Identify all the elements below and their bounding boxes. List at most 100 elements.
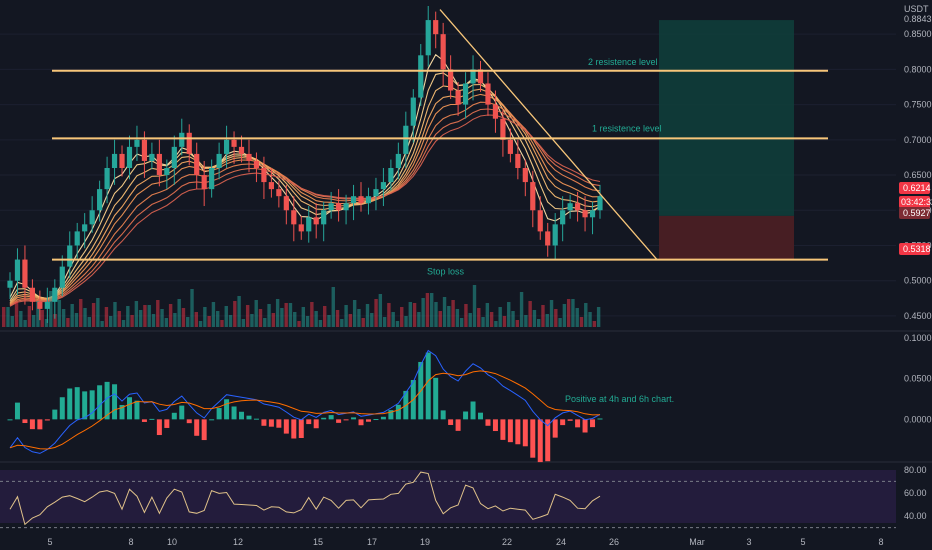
volume-bar [275, 299, 280, 327]
volume-bar [370, 313, 374, 327]
volume-bar [571, 299, 575, 327]
position-stop-zone[interactable] [659, 215, 794, 260]
volume-bar [481, 317, 485, 327]
candle [283, 196, 289, 211]
macd-hist-bar [216, 408, 222, 420]
volume-bar [198, 321, 203, 327]
volume-bar [91, 303, 96, 327]
volume-bar [83, 308, 87, 327]
volume-bar [96, 298, 100, 327]
volume-bar [173, 313, 177, 327]
entry-price-tag: 0.5927 [903, 208, 931, 218]
signal-line [9, 370, 601, 450]
macd-hist-bar [134, 400, 140, 420]
volume-bar [549, 300, 554, 327]
volume-bar [79, 299, 83, 327]
volume-bar [357, 309, 361, 327]
candle [373, 189, 379, 197]
volume-bar [130, 315, 134, 327]
volume-bar [455, 309, 460, 327]
volume-bar [14, 302, 19, 327]
candle [7, 280, 13, 288]
macd-hist-bar [239, 411, 245, 420]
volume-bar [400, 307, 404, 327]
date-tick: 8 [878, 537, 883, 547]
volume-bar [421, 298, 425, 327]
stop-price-tag-bg [899, 243, 930, 255]
volume-bar [70, 304, 74, 327]
stop-price-tag: 0.5318 [903, 244, 931, 254]
date-tick: 15 [313, 537, 323, 547]
volume-bar [100, 321, 104, 327]
macd-hist-bar [582, 419, 588, 433]
volume-bar [271, 313, 276, 327]
candle [149, 153, 155, 161]
countdown-tag-bg [899, 196, 930, 208]
ma-line [9, 101, 601, 306]
macd-hist-bar [440, 410, 446, 420]
candle [253, 160, 260, 168]
candle [171, 146, 177, 168]
price-tick: 0.4500 [904, 311, 932, 321]
price-tick: 0.8000 [904, 64, 932, 74]
candle [343, 203, 349, 211]
candle [82, 224, 88, 232]
volume-bar [511, 311, 515, 327]
candle [89, 210, 95, 225]
volume-bar [293, 312, 297, 327]
volume-bar [323, 306, 327, 327]
candle [574, 203, 581, 211]
macd-hist-bar [597, 418, 603, 420]
candle [328, 203, 334, 211]
candle [238, 146, 245, 154]
volume-bar [537, 319, 541, 327]
date-tick: 17 [367, 537, 377, 547]
date-tick: 3 [746, 537, 751, 547]
candle [179, 132, 185, 147]
volume-bar [74, 313, 79, 327]
volume-bar [160, 309, 164, 327]
macd-hist-bar [530, 419, 536, 458]
ma-line [9, 114, 601, 307]
candle [313, 217, 319, 225]
candle [67, 245, 73, 267]
macd-hist-bar [141, 419, 147, 422]
macd-hist-bar [283, 419, 289, 434]
macd-hist-bar [478, 412, 484, 420]
candle [29, 287, 36, 302]
macd-hist-bar [328, 415, 334, 420]
macd-hist-bar [515, 419, 521, 445]
volume-bar [579, 317, 584, 327]
volume-bar [2, 307, 6, 327]
date-tick: Mar [689, 537, 705, 547]
volume-bar [554, 309, 558, 327]
position-target-zone[interactable] [659, 20, 794, 216]
volume-bar [147, 305, 151, 327]
volume-bar [447, 306, 451, 327]
volume-bar [250, 314, 254, 327]
macd-hist-bar [194, 419, 200, 436]
volume-bar [310, 302, 314, 327]
level-lines[interactable] [52, 69, 828, 261]
volume-bar [288, 303, 293, 327]
macd-hist-bar [89, 390, 95, 420]
candle [433, 20, 439, 35]
volume-bar [233, 301, 237, 327]
candle [477, 69, 484, 84]
trend-line[interactable] [439, 9, 658, 260]
volume-bar [254, 300, 258, 327]
macd-hist-bar [171, 412, 177, 420]
resistance-2-label: 2 resistence level [588, 57, 658, 67]
macd-hist-bar [351, 417, 357, 420]
candle [201, 175, 207, 190]
macd-hist-bar [164, 419, 170, 428]
volume-bar [151, 314, 156, 327]
candle [515, 153, 521, 168]
macd-hist-bar [358, 419, 364, 426]
macd-hist-bar [433, 377, 439, 420]
candle [194, 153, 200, 176]
volume-bar [194, 312, 198, 327]
volume-bar [220, 320, 224, 327]
volume-bar [117, 311, 121, 327]
